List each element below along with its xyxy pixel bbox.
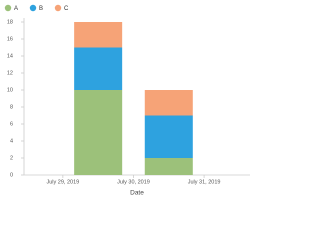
bar-segment — [74, 47, 123, 90]
y-tick-label: 4 — [10, 138, 13, 144]
bar-segment — [144, 158, 193, 175]
x-tick-label: July 29, 2019 — [46, 179, 79, 185]
legend-marker — [54, 4, 62, 12]
y-tick-label: 14 — [7, 53, 13, 59]
bar-segment — [74, 22, 123, 48]
bar-segment — [144, 90, 193, 116]
y-tick-label: 10 — [7, 87, 13, 93]
x-axis-title: Date — [130, 190, 144, 197]
chart: Date 0 2 4 6 8 10 12 14 16 18 July 29, 2019 July 30… — [4, 4, 250, 197]
y-tick-label: 18 — [7, 19, 13, 25]
y-tick-label: 8 — [10, 104, 13, 110]
y-tick-label: 0 — [10, 172, 13, 178]
y-tick-label: 6 — [10, 121, 13, 127]
bar-segment — [144, 115, 193, 158]
legend-label: B — [39, 6, 43, 12]
legend-marker — [4, 4, 12, 12]
x-tick-label: July 30, 2019 — [117, 179, 150, 185]
legend-label: A — [14, 6, 18, 12]
bar-segment — [74, 90, 123, 175]
y-tick-label: 16 — [7, 36, 13, 42]
y-tick-label: 12 — [7, 70, 13, 76]
legend-label: C — [64, 6, 69, 12]
y-tick-label: 2 — [10, 155, 13, 161]
legend-marker — [29, 4, 37, 12]
x-tick-label: July 31, 2019 — [188, 179, 221, 185]
